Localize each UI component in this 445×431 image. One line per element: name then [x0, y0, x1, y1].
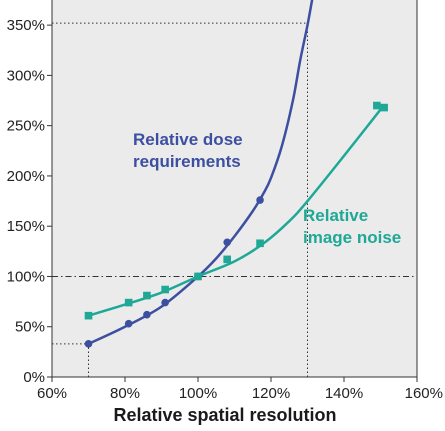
- y-tick-label: 200%: [7, 168, 45, 185]
- noise-data-point: [124, 298, 133, 307]
- x-axis-label: Relative spatial resolution: [113, 405, 336, 425]
- noise-data-point: [84, 311, 93, 320]
- y-tick-label: 150%: [7, 218, 45, 235]
- noise-series-label-line1: Relative: [303, 206, 368, 225]
- dose-data-point: [124, 319, 133, 328]
- y-tick-label: 250%: [7, 118, 45, 135]
- noise-data-point: [143, 291, 151, 300]
- dose-data-point: [143, 310, 151, 319]
- plot-area: [52, 0, 417, 377]
- noise-data-point: [380, 103, 388, 112]
- dose-series-label-line2: requirements: [133, 152, 241, 171]
- y-tick-label: 0%: [23, 369, 45, 386]
- dose-data-point: [223, 238, 231, 247]
- x-tick-label: 80%: [110, 385, 140, 402]
- x-axis-ticks: 60% 80% 100% 120% 140% 160%: [37, 377, 443, 402]
- y-tick-label: 100%: [7, 268, 45, 285]
- y-tick-label: 50%: [15, 319, 45, 336]
- series-markers: [84, 101, 388, 348]
- x-tick-label: 120%: [252, 385, 290, 402]
- noise-data-point: [373, 101, 381, 110]
- y-tick-label: 350%: [7, 17, 45, 34]
- y-axis-ticks: 0% 50% 100% 150% 200% 250% 300% 350%: [7, 17, 52, 386]
- x-tick-label: 100%: [179, 385, 217, 402]
- x-tick-label: 60%: [37, 385, 67, 402]
- noise-data-point: [194, 272, 202, 281]
- noise-data-point: [223, 255, 231, 264]
- noise-series-label-line2: image noise: [303, 228, 401, 247]
- dose-data-point: [84, 340, 93, 348]
- noise-data-point: [256, 239, 264, 248]
- dose-data-point: [256, 196, 264, 204]
- noise-data-point: [161, 285, 169, 294]
- y-tick-label: 300%: [7, 67, 45, 84]
- x-tick-label: 160%: [405, 385, 443, 402]
- dose-series-label-line1: Relative dose: [133, 130, 243, 149]
- dose-data-point: [161, 298, 169, 307]
- x-tick-label: 140%: [325, 385, 363, 402]
